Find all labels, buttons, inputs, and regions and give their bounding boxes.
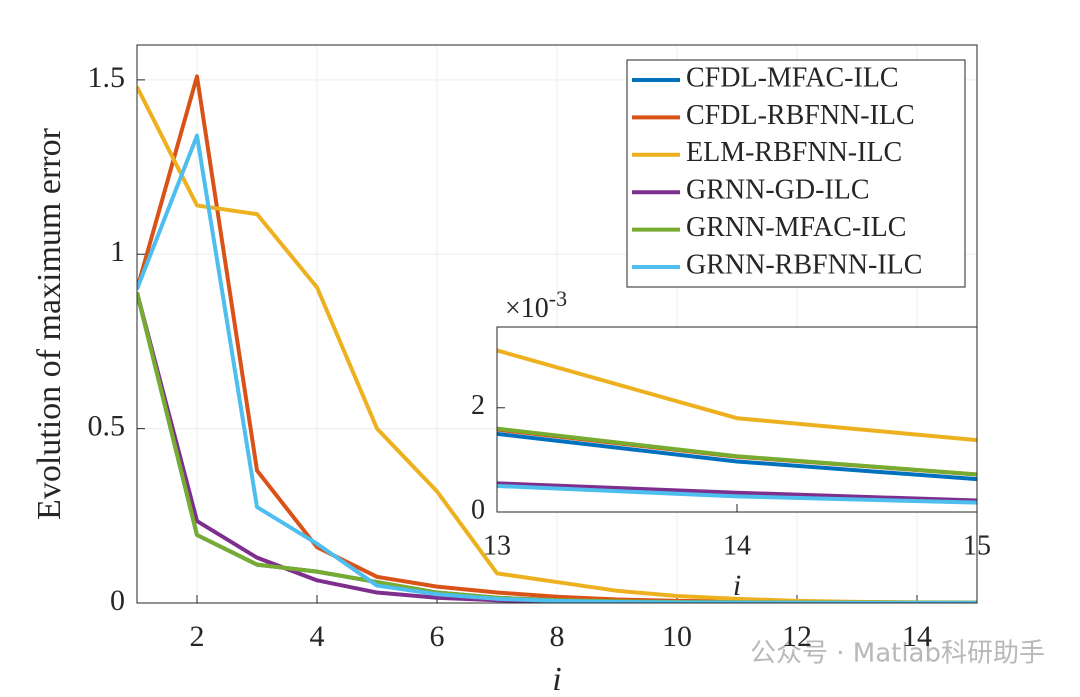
legend-label: GRNN-GD-ILC bbox=[686, 175, 870, 206]
x-tick-label: 10 bbox=[662, 620, 692, 653]
x-tick-label: 14 bbox=[723, 530, 751, 561]
legend-box bbox=[626, 59, 966, 288]
watermark: 公众号 · Matlab科研助手 bbox=[750, 639, 1045, 669]
y-axis-label: Evolution of maximum error bbox=[31, 127, 68, 520]
y-tick-label: 0.5 bbox=[88, 410, 126, 443]
y-tick-label: 1 bbox=[110, 235, 125, 268]
x-tick-label: 4 bbox=[310, 620, 325, 653]
y-tick-label: 0 bbox=[110, 584, 125, 617]
series-line bbox=[497, 481, 977, 503]
x-tick-label: 14 bbox=[902, 620, 932, 653]
y-multiplier: ×10-3 bbox=[505, 286, 567, 324]
x-axis-label: i bbox=[552, 661, 561, 697]
series-line bbox=[497, 348, 977, 443]
x-tick-label: 13 bbox=[483, 530, 511, 561]
y-multiplier-base: ×10 bbox=[505, 293, 549, 324]
series-line bbox=[497, 483, 977, 505]
legend-label: CFDL-RBFNN-ILC bbox=[686, 100, 915, 131]
x-tick-label: 8 bbox=[550, 620, 565, 653]
legend-label: GRNN-MFAC-ILC bbox=[686, 212, 906, 243]
y-multiplier-exponent: -3 bbox=[549, 286, 567, 311]
legend-label: CFDL-MFAC-ILC bbox=[686, 62, 899, 93]
legend-label: ELM-RBFNN-ILC bbox=[686, 137, 902, 168]
axes-box bbox=[496, 326, 978, 513]
x-tick-label: 12 bbox=[782, 620, 812, 653]
y-tick-label: 1.5 bbox=[88, 61, 126, 94]
series-line bbox=[497, 431, 977, 482]
x-axis-label: i bbox=[733, 569, 741, 602]
axes-box bbox=[136, 44, 978, 604]
legend-label: GRNN-RBFNN-ILC bbox=[686, 249, 922, 280]
y-tick-label: 2 bbox=[471, 390, 485, 421]
x-tick-label: 15 bbox=[963, 530, 991, 561]
x-tick-label: 6 bbox=[430, 620, 445, 653]
series-line bbox=[497, 426, 977, 477]
y-tick-label: 0 bbox=[471, 494, 485, 525]
x-tick-label: 2 bbox=[190, 620, 205, 653]
